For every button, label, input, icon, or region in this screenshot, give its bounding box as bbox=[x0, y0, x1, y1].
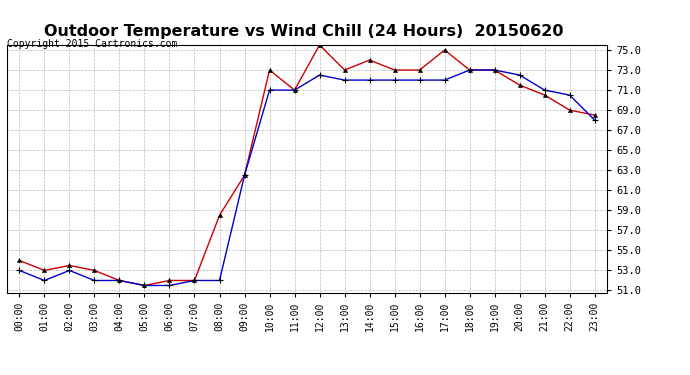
Text: Outdoor Temperature vs Wind Chill (24 Hours)  20150620: Outdoor Temperature vs Wind Chill (24 Ho… bbox=[44, 24, 563, 39]
Text: Copyright 2015 Cartronics.com: Copyright 2015 Cartronics.com bbox=[7, 39, 177, 50]
